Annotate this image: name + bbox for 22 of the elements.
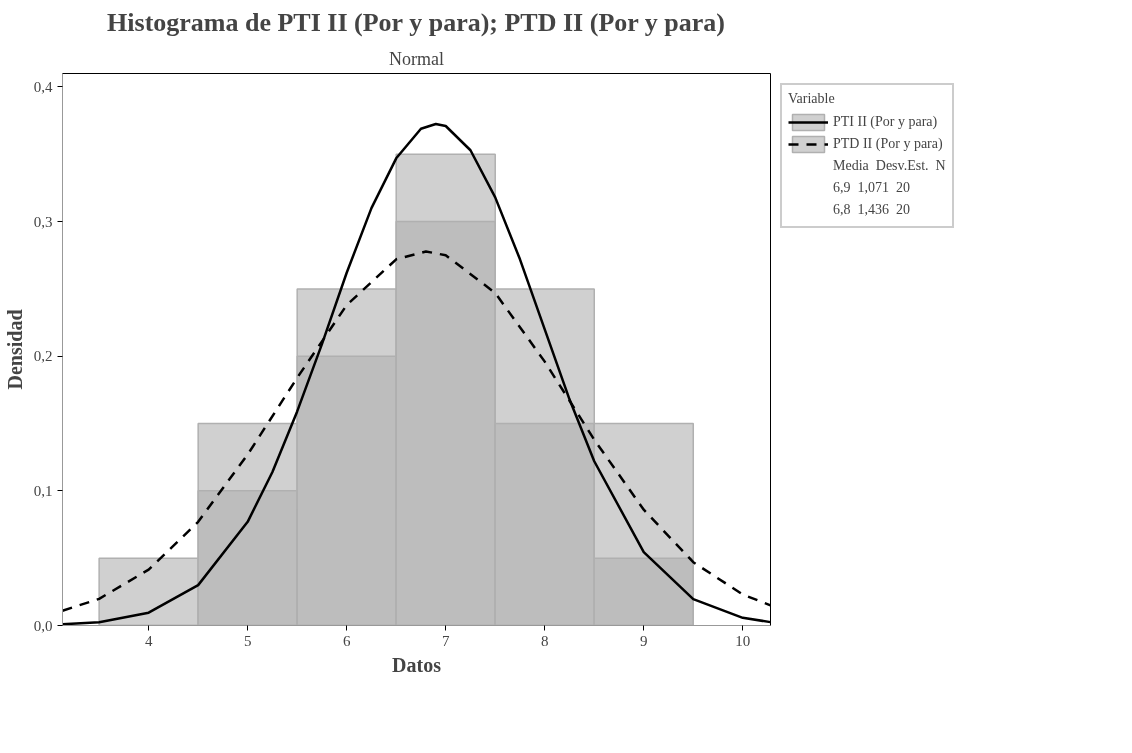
x-tick-label: 6 [342, 632, 351, 649]
x-axis-title: Datos [392, 653, 442, 676]
text: 6,8 1,436 20 [833, 202, 910, 218]
x-tick-label: 10 [735, 632, 751, 649]
y-axis-title: Densidad [3, 309, 26, 390]
chart-subtitle: Normal [389, 48, 444, 69]
text: Media Desv.Est. N [833, 158, 946, 174]
x-tick-label: 8 [540, 632, 549, 649]
chart-title: Histograma de PTI II (Por y para); PTD II (Por y para) [107, 7, 725, 37]
y-tick-label: 0,2 [33, 348, 53, 365]
y-tick-label: 0,0 [33, 617, 53, 634]
y-tick-label: 0,1 [33, 482, 53, 499]
legend-label: PTI II (Por y para) [833, 114, 938, 130]
text: 6,9 1,071 20 [833, 180, 910, 196]
x-tick-label: 5 [243, 632, 252, 649]
y-tick-label: 0,3 [33, 213, 53, 230]
y-tick-label: 0,4 [33, 78, 53, 95]
legend-label: PTD II (Por y para) [833, 136, 943, 152]
x-tick-label: 4 [144, 632, 153, 649]
x-tick-label: 9 [640, 632, 648, 649]
legend-title: Variable [788, 91, 836, 107]
x-tick-label: 7 [441, 632, 450, 649]
